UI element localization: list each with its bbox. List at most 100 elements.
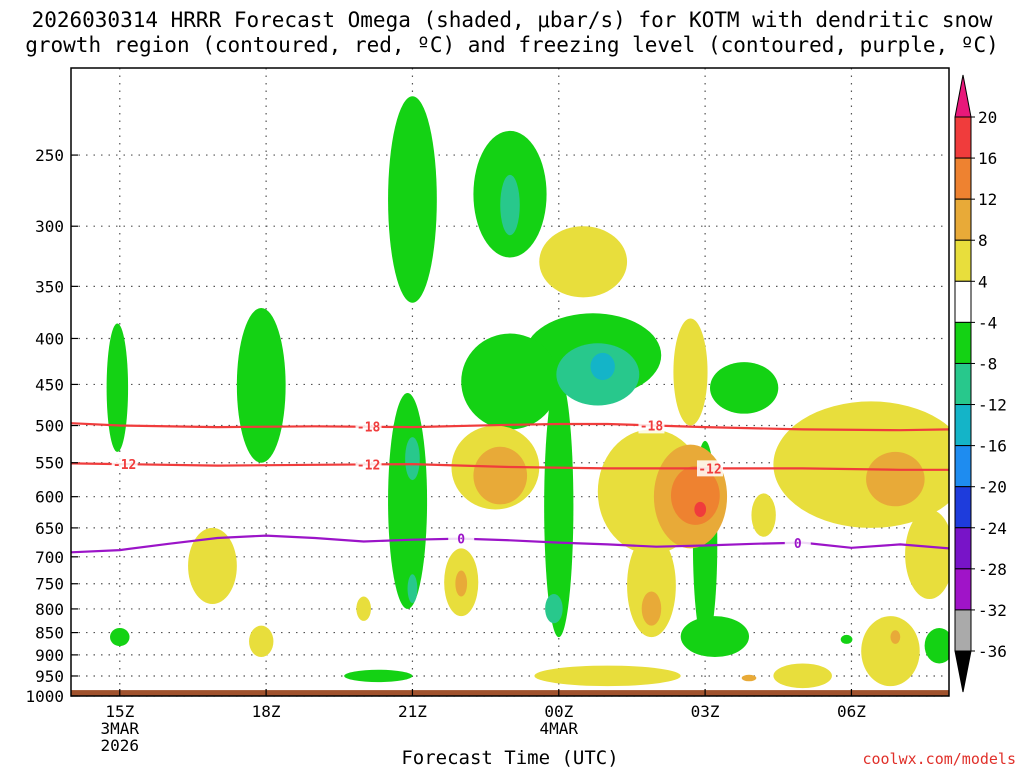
y-tick-label: 350 (35, 277, 64, 296)
colorbar-bin (954, 527, 972, 570)
colorbar-bin (954, 157, 972, 200)
ground-fill (71, 690, 949, 696)
x-axis-label: Forecast Time (UTC) (401, 747, 618, 768)
omega-region (236, 308, 286, 463)
x-tick-label: 00Z (544, 702, 573, 721)
omega-region (188, 527, 237, 605)
colorbar-label: 16 (978, 149, 997, 168)
contour-label-bg (355, 456, 382, 473)
colorbar-label: 8 (978, 231, 988, 250)
omega-region (407, 574, 418, 604)
contour-label-bg (448, 530, 475, 547)
omega-region (741, 674, 757, 682)
omega-region (694, 501, 707, 517)
colorbar-bin (954, 198, 972, 241)
colorbar-bin (954, 239, 972, 282)
x-tick-label: 15Z (105, 702, 134, 721)
omega-region (866, 451, 925, 507)
omega-region (670, 466, 720, 525)
colorbar-bin (954, 445, 972, 488)
colorbar-label: -16 (978, 437, 1007, 456)
colorbar-label: 12 (978, 190, 997, 209)
contour-label-bg (355, 418, 382, 435)
omega-region (110, 627, 130, 647)
chart-title-line-1: 2026030314 HRRR Forecast Omega (shaded, … (31, 8, 993, 32)
y-tick-label: 1000 (25, 687, 64, 706)
colorbar-label: -24 (978, 519, 1007, 538)
colorbar: 20 16 12 8 4 -4 -8 -12 -16 -20 -24 -28 -32 -36 (954, 74, 1007, 693)
y-tick-label: 400 (35, 329, 64, 348)
y-tick-label: 450 (35, 375, 64, 394)
contour-label: 0 (794, 537, 802, 552)
omega-region (627, 533, 676, 638)
omega-region (455, 570, 468, 597)
y-tick-label: 950 (35, 667, 64, 686)
colorbar-label: 4 (978, 272, 988, 291)
colorbar-label: 20 (978, 108, 997, 127)
y-tick-label: 650 (35, 519, 64, 538)
contour-label-bg (638, 417, 665, 434)
ground-layer (71, 690, 949, 696)
colorbar-top-arrow (954, 74, 972, 118)
omega-region (590, 352, 615, 381)
y-tick-label: 800 (35, 600, 64, 619)
contour-label: -12 (357, 458, 380, 473)
colorbar-bin (954, 609, 972, 652)
contour-label: 0 (457, 533, 465, 548)
x-tick-label: 03Z (691, 702, 720, 721)
omega-region (673, 318, 708, 426)
colorbar-bin (954, 116, 972, 159)
contour-label: -12 (698, 462, 721, 477)
contour-label: -18 (357, 421, 381, 436)
x-tick-label: 21Z (398, 702, 427, 721)
omega-region (680, 616, 750, 658)
omega-region (924, 627, 949, 664)
omega-region (500, 174, 520, 236)
omega-region (890, 630, 901, 644)
y-tick-label: 850 (35, 624, 64, 643)
x-tick-label: 2026 (101, 736, 140, 755)
contour-label-bg (111, 456, 138, 473)
colorbar-label: -8 (978, 354, 997, 373)
contour-lines: -18 -18 -12 -12 -12 0 0 (71, 417, 949, 554)
omega-region (709, 362, 779, 414)
y-tick-label: 250 (35, 146, 64, 165)
omega-region (539, 226, 628, 298)
omega-region (473, 446, 528, 505)
contour-label-bg (696, 460, 723, 477)
omega-region (249, 625, 274, 658)
y-tick-label: 900 (35, 646, 64, 665)
contour-line (71, 462, 949, 471)
y-axis-ticks: 250 300 350 400 450 500 550 600 650 700 750 800 850 9… (25, 146, 78, 706)
omega-region (356, 596, 371, 621)
y-tick-label: 700 (35, 548, 64, 567)
omega-region (840, 634, 853, 644)
x-tick-label: 06Z (837, 702, 866, 721)
plot-frame (70, 67, 950, 697)
omega-region (905, 509, 949, 600)
omega-region (545, 594, 563, 624)
colorbar-bin (954, 486, 972, 529)
omega-region (405, 437, 420, 481)
omega-region (773, 663, 832, 689)
y-tick-label: 550 (35, 454, 64, 473)
colorbar-bin (954, 568, 972, 611)
y-tick-label: 300 (35, 217, 64, 236)
chart-title-line-2: growth region (contoured, red, ºC) and f… (25, 33, 999, 57)
omega-region (751, 493, 776, 537)
contour-label-bg (784, 534, 811, 551)
omega-region (861, 616, 920, 687)
y-tick-label: 750 (35, 575, 64, 594)
colorbar-bin (954, 404, 972, 447)
colorbar-label: -36 (978, 642, 1007, 661)
omega-region (388, 96, 437, 303)
colorbar-label: -12 (978, 396, 1007, 415)
colorbar-bottom-arrow (954, 650, 972, 693)
colorbar-bin (954, 321, 972, 364)
contour-line (71, 422, 949, 432)
colorbar-label: -28 (978, 560, 1007, 579)
omega-region (344, 669, 413, 683)
colorbar-bin (954, 362, 972, 406)
